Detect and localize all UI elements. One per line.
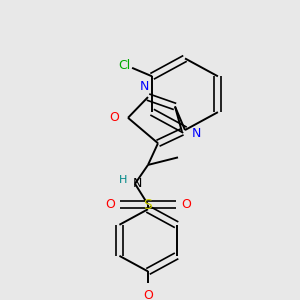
Text: O: O: [181, 198, 191, 211]
Text: O: O: [143, 290, 153, 300]
Text: N: N: [132, 177, 142, 190]
Text: Cl: Cl: [118, 58, 130, 71]
Text: N: N: [191, 127, 201, 140]
Text: S: S: [144, 197, 152, 212]
Text: O: O: [109, 111, 119, 124]
Text: O: O: [105, 198, 115, 211]
Text: H: H: [119, 175, 127, 185]
Text: N: N: [139, 80, 149, 93]
